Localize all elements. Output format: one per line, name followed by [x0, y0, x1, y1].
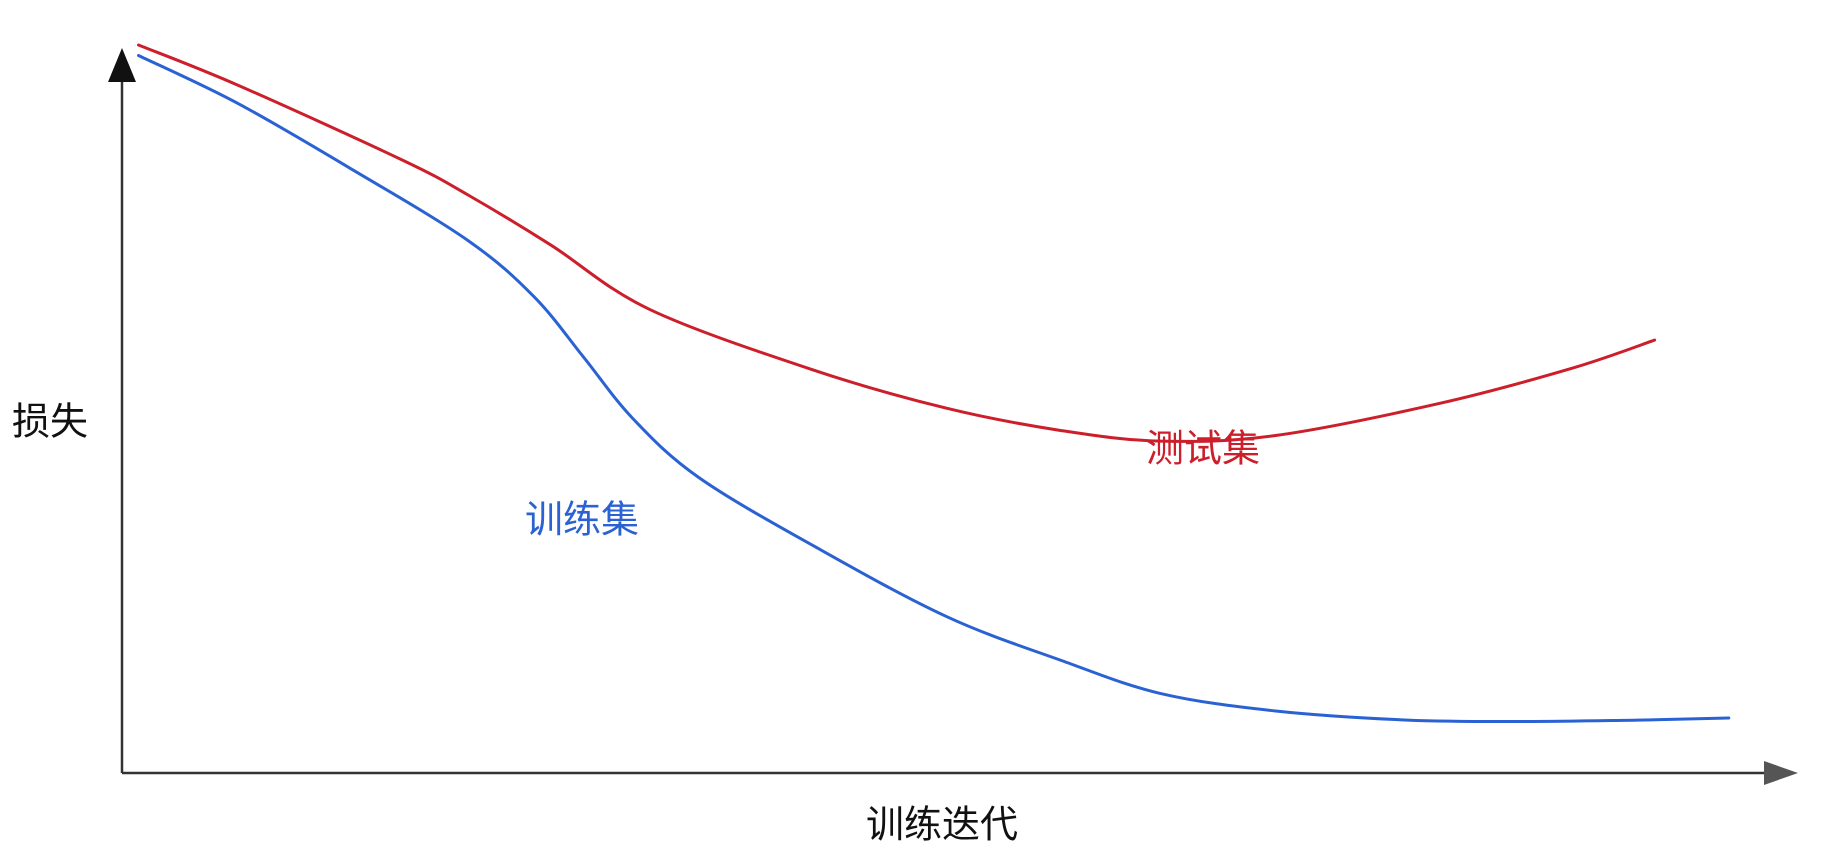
series-line-train [137, 54, 1731, 724]
x-axis-label: 训练迭代 [866, 803, 1018, 847]
series-label-train: 训练集 [525, 498, 639, 542]
series-label-test: 测试集 [1146, 427, 1260, 471]
x-axis-arrow [1764, 761, 1798, 785]
series-line-test [137, 43, 1657, 443]
y-axis-label: 损失 [12, 400, 88, 444]
series-layer [137, 43, 1731, 724]
y-axis-arrow [108, 48, 136, 82]
